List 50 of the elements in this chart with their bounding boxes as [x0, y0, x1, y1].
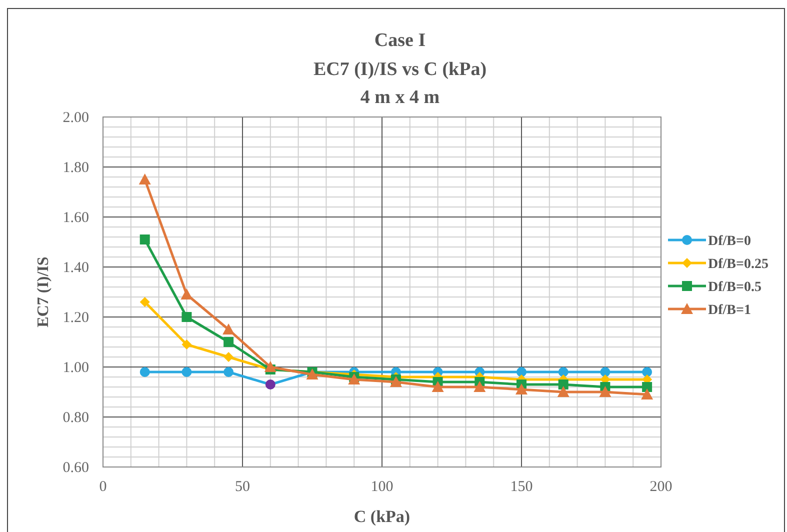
x-tick-label: 150: [510, 479, 533, 495]
y-tick-label: 1.00: [62, 360, 89, 376]
legend-label: Df/B=0.25: [708, 257, 768, 272]
point: [642, 382, 652, 392]
point: [474, 381, 486, 392]
y-axis-title: EC7 (I)/IS: [35, 256, 52, 328]
legend-label: Df/B=1: [708, 303, 751, 318]
x-tick-label: 200: [650, 479, 672, 495]
point: [265, 380, 276, 390]
chart-title: Case I: [374, 30, 426, 51]
legend-label: Df/B=0: [708, 234, 751, 249]
point: [306, 368, 318, 380]
chart-subtitle: EC7 (I)/IS vs C (kPa) 4 m x 4 m: [313, 59, 487, 108]
y-tick-label: 1.20: [62, 310, 89, 326]
point: [224, 352, 234, 362]
point: [641, 388, 654, 400]
legend-label: Df/B=0.5: [708, 280, 762, 295]
y-tick-label: 0.60: [62, 460, 89, 476]
y-tick-label: 1.40: [62, 260, 89, 276]
y-tick-label: 1.80: [62, 160, 89, 176]
point: [516, 367, 526, 377]
point: [140, 297, 150, 307]
point: [182, 340, 192, 350]
point: [516, 384, 528, 394]
point: [224, 367, 234, 377]
point: [180, 288, 193, 300]
point: [432, 381, 444, 392]
x-tick-label: 50: [235, 479, 250, 495]
y-tick-label: 1.60: [62, 210, 89, 226]
y-tick-label: 2.00: [62, 110, 89, 126]
point: [557, 386, 570, 397]
point: [222, 324, 235, 334]
point: [140, 367, 150, 377]
point: [600, 367, 610, 377]
point: [140, 234, 150, 244]
y-tick-label: 0.80: [62, 410, 89, 426]
point: [642, 367, 652, 377]
point: [224, 337, 234, 347]
point: [138, 174, 151, 184]
x-tick-label: 100: [370, 479, 394, 495]
point: [182, 367, 192, 377]
point: [264, 361, 276, 372]
point: [599, 386, 612, 397]
x-tick-label: 0: [99, 479, 107, 495]
x-axis-title: C (kPa): [354, 507, 410, 526]
point: [558, 380, 568, 390]
point: [390, 376, 402, 387]
point: [348, 374, 360, 384]
point: [182, 312, 192, 322]
point: [558, 367, 568, 377]
